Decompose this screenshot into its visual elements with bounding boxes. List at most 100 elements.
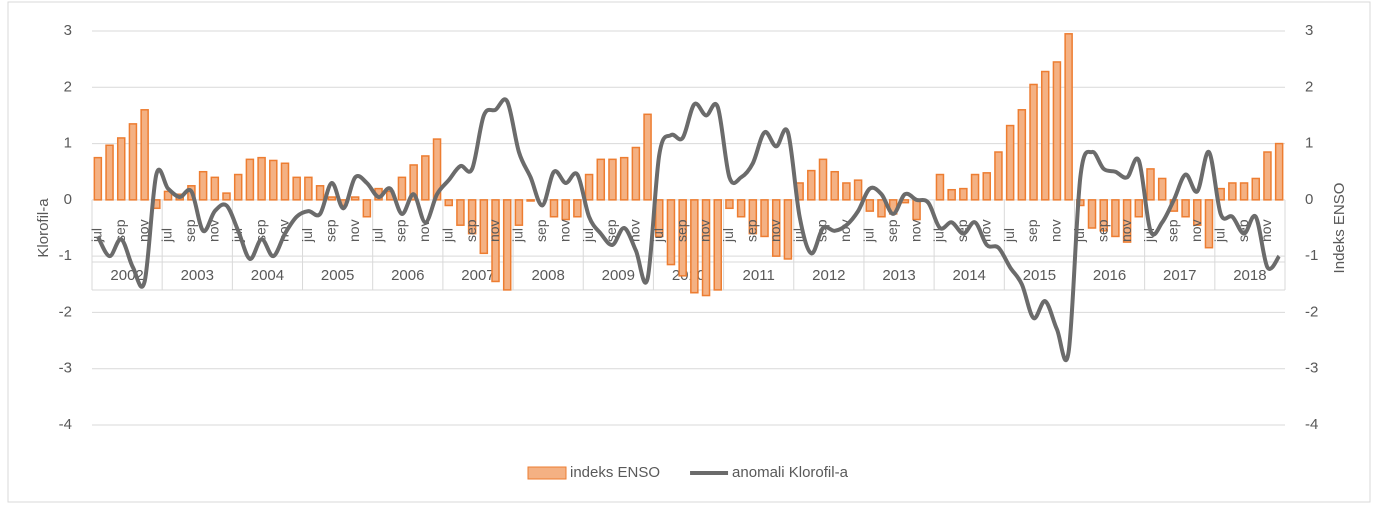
bar [1122,199,1132,243]
bar [842,182,851,201]
x-tick-label: sep [112,219,128,242]
x-tick-label: sep [252,219,268,242]
bar [409,164,418,201]
y-tick-label: 3 [64,22,72,39]
bar [362,199,372,218]
bar [304,176,313,201]
group-label: 2008 [531,267,564,284]
bar [1111,199,1120,238]
bar [1052,61,1062,201]
bar [140,109,149,201]
group-label: 2004 [251,267,284,284]
x-tick-label: nov [556,219,572,242]
group-label: 2011 [743,267,775,284]
x-tick-label: jul [931,228,947,243]
bar [690,199,699,294]
y-tick-label: -4 [59,416,72,433]
group-label: 2014 [953,267,986,284]
x-tick-label: jul [369,228,385,243]
x-tick-label: nov [697,219,713,242]
bar [853,179,863,201]
bar [830,170,839,201]
bar [105,144,114,201]
bar [912,199,921,221]
x-tick-label: jul [720,228,736,243]
bar [526,199,535,202]
x-tick-label: nov [486,219,502,242]
x-tick-label: nov [276,219,292,242]
bar [315,185,325,201]
y-tick-label: -2 [59,303,72,320]
x-tick-label: jul [860,228,876,243]
x-tick-label: jul [1141,228,1157,243]
group-label: 2013 [882,267,915,284]
bar [1017,109,1027,201]
bar [1099,199,1108,232]
bar [93,156,103,201]
bar [269,159,278,201]
x-tick-label: nov [1048,219,1064,242]
bar [736,199,746,218]
bar [561,199,570,221]
bar [444,199,453,207]
x-tick-label: jul [1001,228,1017,243]
bar [994,151,1003,201]
bar [807,169,816,201]
bar [783,199,793,260]
group-label: 2018 [1233,267,1266,284]
group-label: 2017 [1163,267,1196,284]
bar [467,199,477,235]
bar [222,192,231,201]
x-tick-label: jul [439,228,455,243]
bar [678,199,687,277]
bar [877,199,886,218]
y2-tick-label: 1 [1305,135,1313,152]
bar [771,199,781,257]
bar [456,199,465,226]
x-tick-label: sep [884,219,900,242]
x-tick-label: nov [346,219,362,242]
y-tick-label: 2 [64,78,72,95]
bar [210,176,220,201]
bar [573,199,582,218]
bar [713,199,722,291]
bar [514,199,524,226]
bar [1134,199,1144,218]
x-tick-label: sep [954,219,970,242]
bar [1204,199,1214,249]
legend-label: indeks ENSO [570,464,660,481]
x-tick-label: sep [463,219,479,242]
y-tick-label: 1 [64,135,72,152]
bar [666,199,676,266]
bar [1239,182,1249,201]
bar [1040,70,1050,201]
bar [491,199,500,283]
x-tick-label: sep [1094,219,1110,242]
bar [549,199,559,218]
x-tick-label: sep [673,219,689,242]
bar [350,196,360,201]
bar [397,176,407,201]
x-tick-label: nov [416,219,432,242]
x-tick-label: jul [89,228,105,243]
bar [959,187,968,201]
x-tick-label: nov [1188,219,1204,242]
y-tick-label: -1 [59,247,72,264]
x-tick-label: nov [135,219,151,242]
x-tick-label: sep [603,219,619,242]
bar [116,137,126,201]
y2-axis-label: Indeks ENSO [1331,183,1348,274]
bar [479,199,489,255]
bar [327,196,337,201]
bar [596,158,606,201]
bar [608,158,617,201]
bar [1228,182,1237,201]
y2-tick-label: -2 [1305,303,1318,320]
y-tick-label: 0 [64,191,72,208]
bar [245,158,255,201]
bar [1263,151,1272,201]
bar [701,199,711,297]
bar [982,172,992,201]
